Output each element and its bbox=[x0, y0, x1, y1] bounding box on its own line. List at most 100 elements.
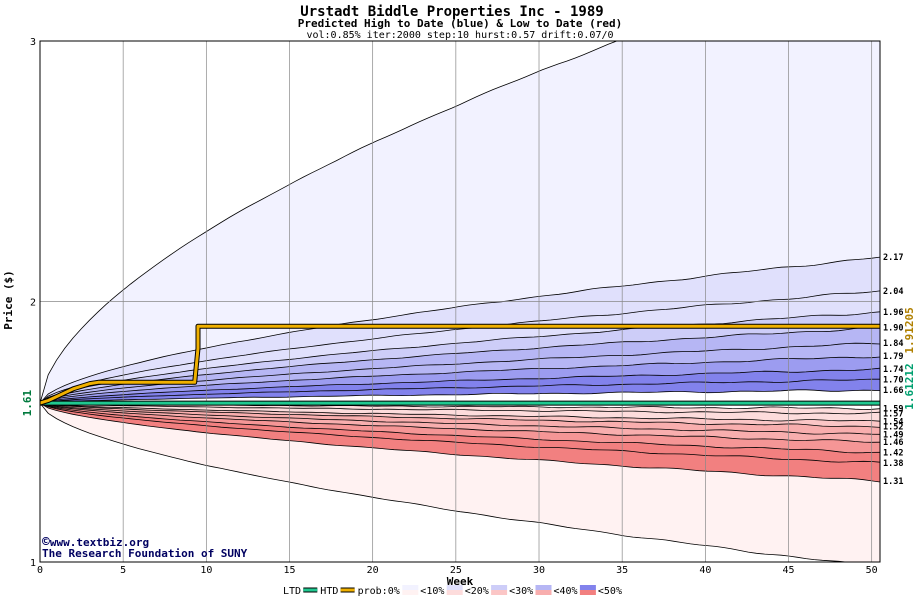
legend-p50-label: <50% bbox=[598, 586, 622, 597]
credit-website-text: www.textbiz.org bbox=[50, 536, 149, 549]
low-band-line-2 bbox=[40, 402, 880, 415]
low-band-line-5 bbox=[40, 402, 880, 435]
legend-swatch-0-bottom bbox=[402, 590, 419, 595]
legend-p30-label: <30% bbox=[509, 586, 533, 597]
low-end-label-4: 1.49 bbox=[883, 430, 903, 440]
legend-prob-label: prob:0% bbox=[358, 586, 400, 597]
low-band-3 bbox=[40, 403, 880, 428]
low-band-7 bbox=[40, 403, 880, 463]
high-end-label-1: 2.04 bbox=[883, 287, 903, 297]
high-band-line-0 bbox=[40, 41, 618, 404]
low-end-label-1: 1.57 bbox=[883, 410, 903, 420]
legend-swatch-40-bottom bbox=[579, 590, 596, 595]
low-band-5 bbox=[40, 403, 880, 443]
legend-swatch-10-top bbox=[446, 585, 463, 590]
probability-bands bbox=[40, 41, 880, 562]
low-end-label-2: 1.54 bbox=[883, 417, 903, 427]
credit-organization: The Research Foundation of SUNY bbox=[42, 547, 248, 560]
low-band-6 bbox=[40, 403, 880, 453]
y-tick-label-1: 1 bbox=[30, 558, 36, 569]
htd-value-label: 1.91205 bbox=[903, 307, 916, 353]
high-band-line-6 bbox=[40, 356, 880, 404]
legend-swatch-40-top bbox=[579, 585, 596, 590]
legend-p40-label: <40% bbox=[554, 586, 578, 597]
high-band-1 bbox=[40, 257, 880, 404]
chart-title: Urstadt Biddle Properties Inc - 1989 bbox=[300, 4, 603, 20]
y-tick-label-2: 2 bbox=[30, 298, 36, 309]
low-band-line-6 bbox=[40, 402, 880, 443]
legend: LTD HTD prob:0% <10% <20% <30% <40% <50% bbox=[283, 585, 622, 597]
low-band-line-0 bbox=[40, 402, 849, 562]
plot-frame bbox=[39, 40, 881, 563]
chart-subtitle: Predicted High to Date (blue) & Low to D… bbox=[298, 17, 623, 30]
low-band-4 bbox=[40, 403, 880, 435]
high-band-line-3 bbox=[40, 311, 880, 404]
htd-line bbox=[40, 324, 880, 405]
end-value-labels: 2.17 2.04 1.96 1.90 1.84 1.79 1.741.701.66 1.59… bbox=[883, 253, 903, 487]
low-band-2 bbox=[40, 403, 880, 422]
high-end-label-6: 1.74 bbox=[883, 365, 903, 375]
low-band-line-7 bbox=[40, 402, 880, 454]
start-price-label: 1.61 bbox=[21, 389, 34, 416]
high-band-line-9 bbox=[40, 389, 880, 404]
copyright-symbol: © bbox=[42, 535, 50, 550]
low-band-line-3 bbox=[40, 402, 880, 422]
x-tick-label-45: 45 bbox=[782, 565, 794, 576]
high-end-label-7: 1.70 bbox=[883, 376, 903, 386]
low-end-label-3: 1.52 bbox=[883, 423, 903, 433]
high-end-label-2: 1.96 bbox=[883, 308, 903, 318]
x-tick-label-50: 50 bbox=[866, 565, 878, 576]
high-band-0 bbox=[40, 41, 880, 404]
high-band-4 bbox=[40, 326, 880, 404]
y-axis-label: Price ($) bbox=[2, 270, 15, 330]
low-band-line-8 bbox=[40, 402, 880, 463]
high-band-line-2 bbox=[40, 290, 880, 404]
low-end-label-6: 1.42 bbox=[883, 449, 903, 459]
high-band-line-8 bbox=[40, 378, 880, 404]
legend-swatch-20-top bbox=[491, 585, 508, 590]
ltd-value-label: 1.61212 bbox=[903, 363, 916, 409]
to-date-lines bbox=[40, 323, 880, 406]
low-end-label-5: 1.46 bbox=[883, 438, 903, 448]
x-tick-label-40: 40 bbox=[699, 565, 711, 576]
x-tick-label-5: 5 bbox=[120, 565, 126, 576]
legend-swatch-10-bottom bbox=[446, 590, 463, 595]
chart-params: vol:0.85% iter:2000 step:10 hurst:0.57 d… bbox=[306, 30, 613, 41]
x-tick-label-35: 35 bbox=[616, 565, 628, 576]
low-end-label-7: 1.38 bbox=[883, 459, 903, 469]
legend-ltd-label: LTD bbox=[283, 586, 301, 597]
high-band-2 bbox=[40, 290, 880, 404]
high-band-3 bbox=[40, 311, 880, 404]
x-axis-label: Week bbox=[447, 575, 474, 588]
credit-website: ©www.textbiz.org bbox=[42, 535, 149, 550]
high-band-5 bbox=[40, 343, 880, 404]
legend-p20-label: <20% bbox=[465, 586, 489, 597]
high-band-line-7 bbox=[40, 367, 880, 404]
high-end-label-4: 1.84 bbox=[883, 339, 903, 349]
x-tick-label-15: 15 bbox=[283, 565, 295, 576]
high-band-7 bbox=[40, 368, 880, 404]
high-band-line-4 bbox=[40, 326, 880, 404]
high-end-label-0: 2.17 bbox=[883, 253, 903, 263]
x-tick-label-10: 10 bbox=[200, 565, 212, 576]
low-end-label-8: 1.31 bbox=[883, 477, 903, 487]
high-band-line-1 bbox=[40, 256, 880, 404]
x-tick-label-30: 30 bbox=[533, 565, 545, 576]
legend-swatch-30-top bbox=[535, 585, 552, 590]
low-end-label-0: 1.59 bbox=[883, 404, 903, 414]
low-band-line-9 bbox=[40, 402, 880, 483]
legend-p10-label: <10% bbox=[420, 586, 444, 597]
high-end-label-3: 1.90 bbox=[883, 324, 903, 334]
high-end-label-5: 1.79 bbox=[883, 352, 903, 362]
legend-swatch-30-bottom bbox=[535, 590, 552, 595]
high-end-label-8: 1.66 bbox=[883, 386, 903, 396]
x-tick-label-20: 20 bbox=[367, 565, 379, 576]
legend-swatch-20-bottom bbox=[491, 590, 508, 595]
axis-ticks: 0 5 10 15 20 25 30 35 40 45 50 1 2 3 bbox=[30, 37, 878, 576]
y-tick-label-3: 3 bbox=[30, 37, 36, 48]
legend-swatch-0-top bbox=[402, 585, 419, 590]
x-tick-label-0: 0 bbox=[37, 565, 43, 576]
x-tick-label-25: 25 bbox=[450, 565, 462, 576]
legend-htd-label: HTD bbox=[320, 586, 338, 597]
